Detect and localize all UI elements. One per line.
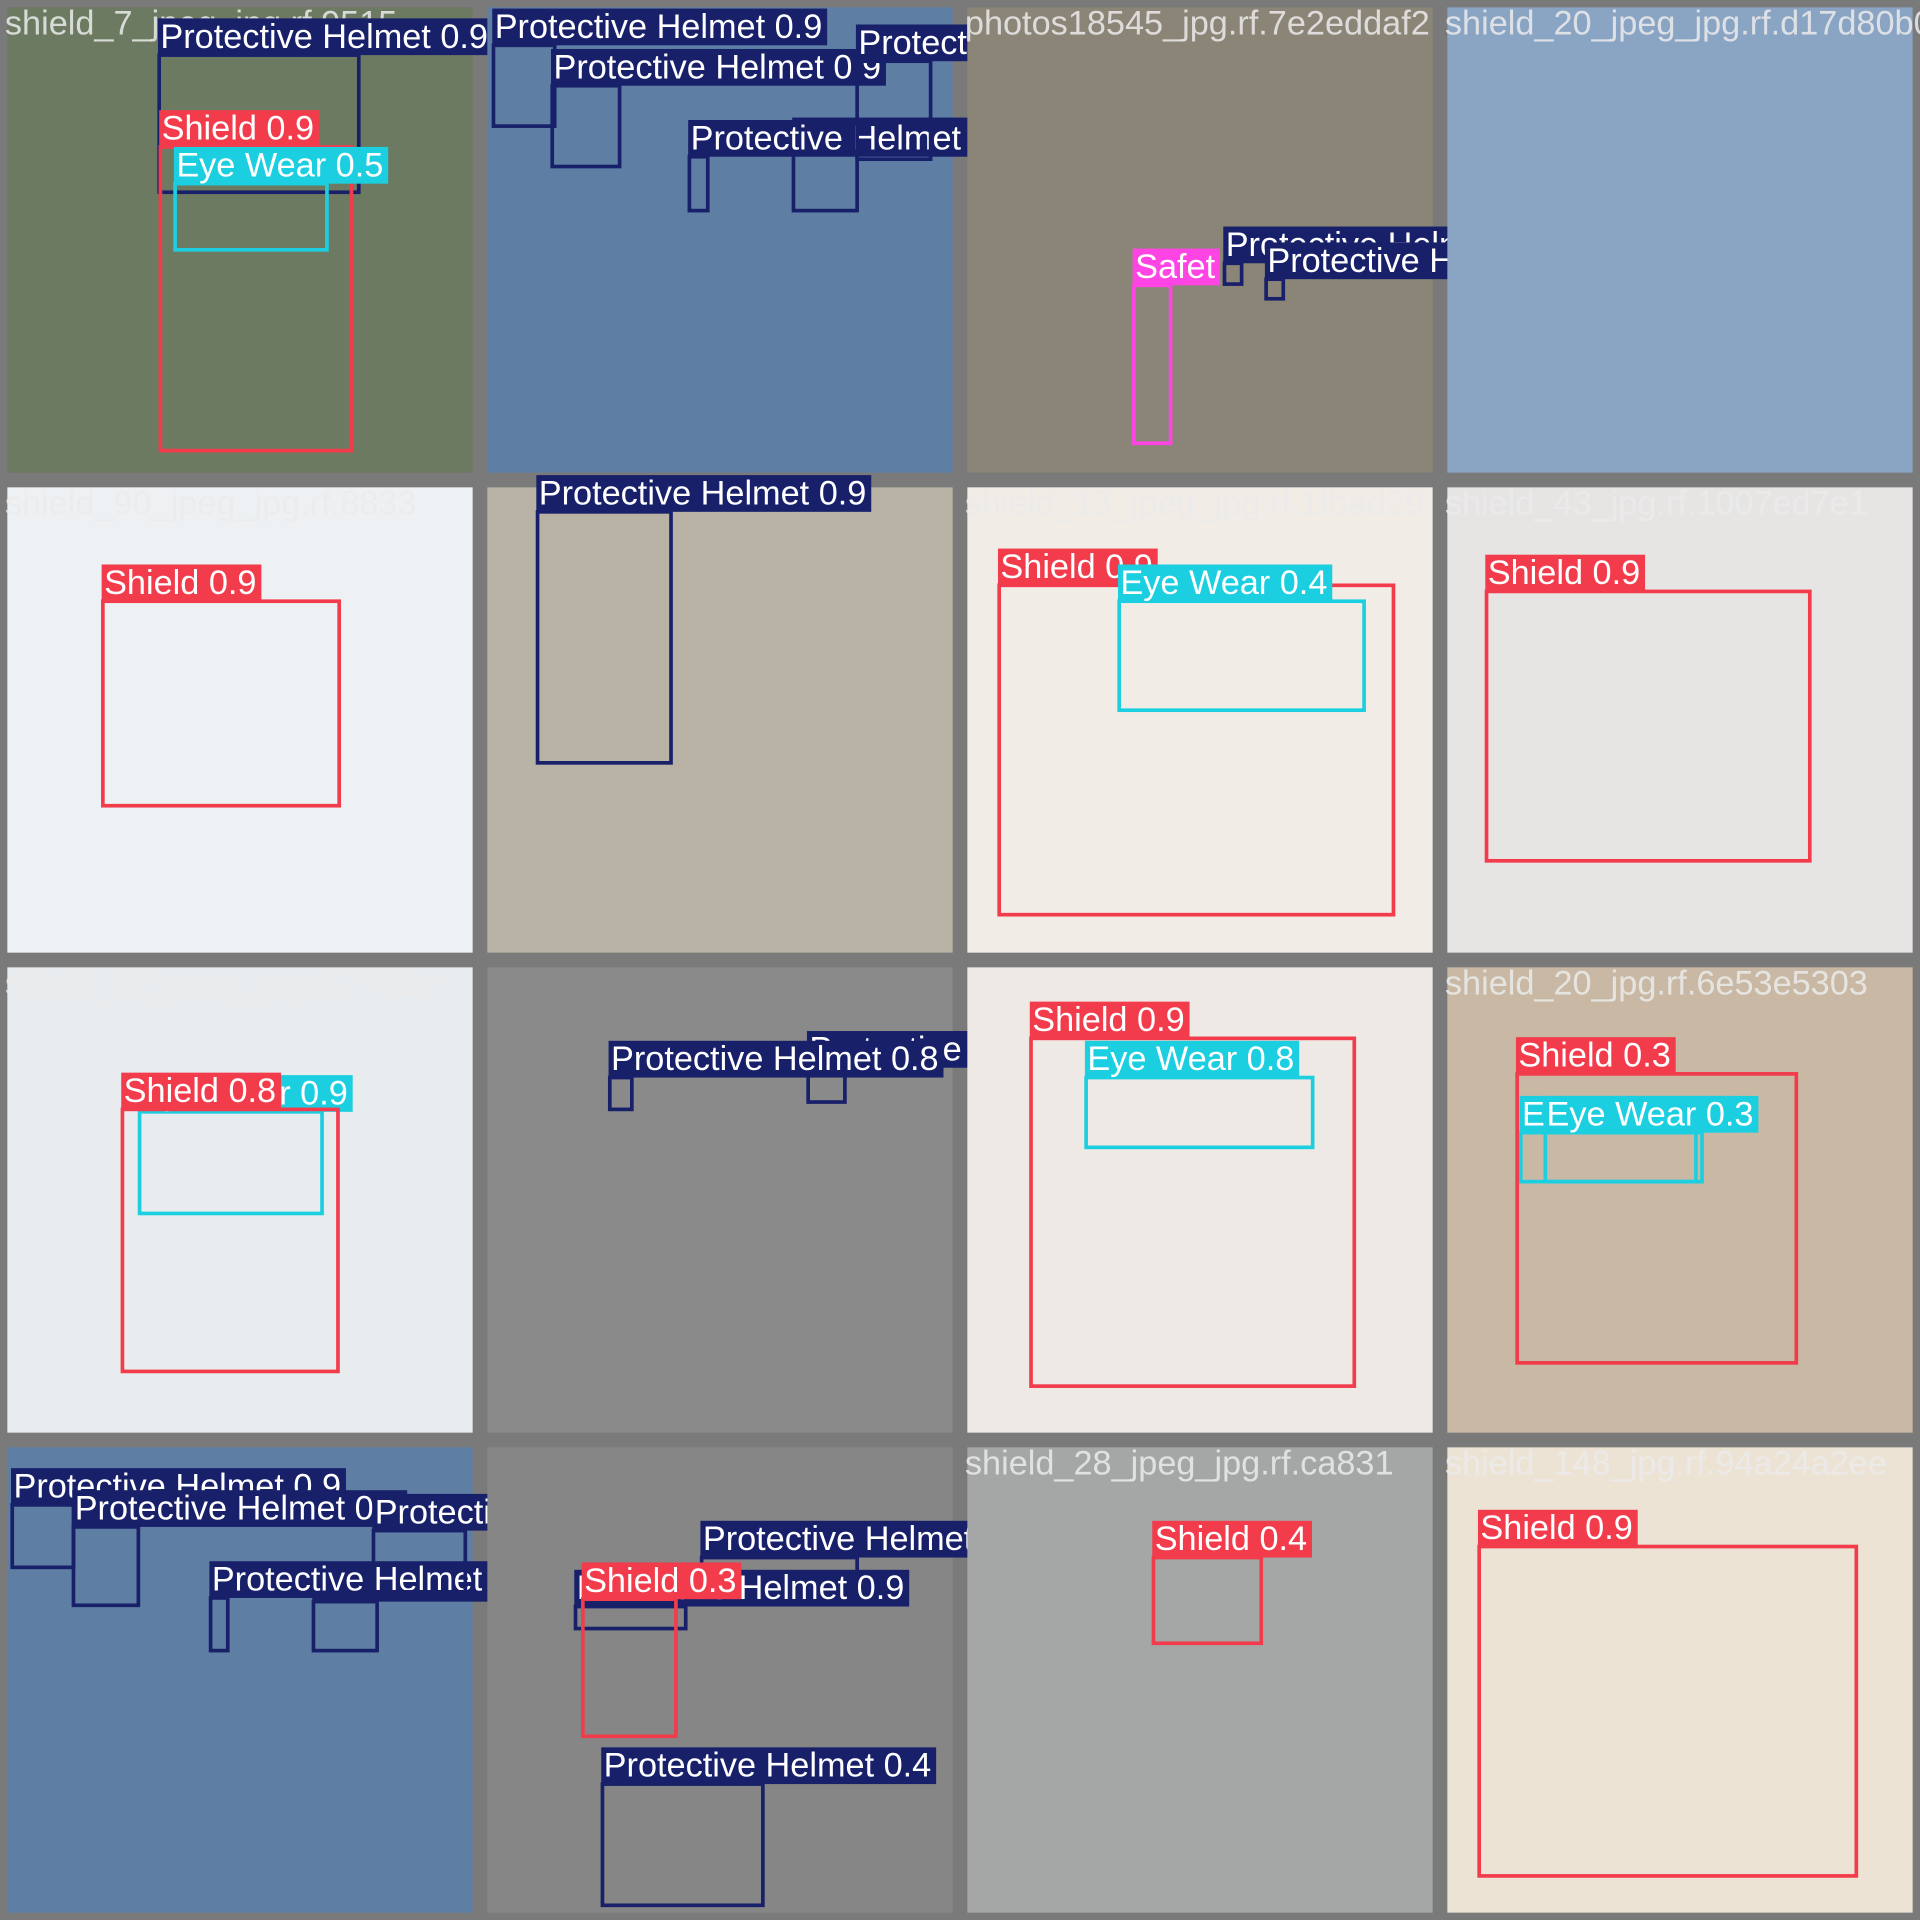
tile-filename: shield_20_jpeg_jpg.rf.d17d80b00b [1445,4,1920,42]
detection-label: Shield 0.9 [1480,1509,1632,1547]
detection-label: Protective Helmet 0.4 [604,1747,932,1785]
detection-label: Shield 0.9 [1488,554,1640,592]
detection-label: Protective Helmet 0.9 [160,18,488,56]
label-background [1117,564,1333,602]
detection-label: Shield 0.9 [104,564,256,602]
detection-box [1222,261,1244,286]
tile-image [7,967,473,1433]
label-background [101,564,262,602]
detection-label: Shield 0.9 [162,110,314,148]
tile-image [967,1447,1433,1913]
detection-label: Protective Helmet 0.9 [495,8,823,46]
label-background [159,110,319,147]
detection-label: Eye Wear 0.5 [176,146,383,184]
label-background [1132,248,1221,286]
label-background [581,1562,742,1600]
tile: shield_90_jpeg_jpg.rf.8833 Shield 0.9 [5,484,473,953]
tile-filename: shield_92_jpeg_jpg.rf.7702e [5,964,436,1002]
tile-filename: shield_13_jpeg_jpg.rf.1fbad29 [965,484,1424,522]
detection-box [1029,1036,1357,1388]
detection-box [1477,1544,1859,1878]
tile-image [487,1447,953,1913]
tile: shield_20_jpeg_jpg.rf.d17d80b00b [1445,4,1920,473]
detection-label: Eye Wear 0.8 [1087,1040,1294,1078]
detection-label: Protective Helmet 0.9 [553,48,881,86]
tile-image [1447,7,1913,473]
label-background [173,146,389,184]
tile-filename: photos18545_jpg.rf.7e2eddaf2 [965,4,1430,42]
detection-box [137,1110,324,1216]
label-background [1029,1001,1190,1039]
tile: shield_7_jpeg_jpg.rf.9515Protective Helm… [5,4,493,473]
tile-filename: shield_28_jpeg_jpg.rf.ca831 [965,1444,1394,1482]
tile-filename: shield_43_jpg.rf.1007ed7e1 [1445,484,1868,522]
tile-filename: shield_90_jpeg_jpg.rf.8833 [5,484,417,522]
tile: Protective Helmet 0.9 [487,474,953,953]
detection-label: Eye Wear 0.3 [1547,1095,1754,1133]
detection-label: Shield 0.3 [584,1562,736,1600]
label-background [1477,1509,1638,1547]
label-background [601,1747,937,1785]
detection-label: Safet [1135,248,1215,286]
tile: shield_20_jpg.rf.6e53e5303 Shield 0.3 Eye … [1445,964,1913,1433]
tile: shield_148_jpg.rf.94a24a2ee Shield 0.9 [1445,1444,1913,1913]
label-background [1485,554,1646,592]
label-background [121,1072,281,1110]
label-background [492,8,828,46]
tile-filename: shield_148_jpg.rf.94a24a2ee [1445,1444,1887,1482]
tile-image [487,487,953,953]
tile: shield_92_jpeg_jpg.rf.7702eEye Wear 0.9S… [5,964,473,1433]
label-background [1515,1037,1676,1074]
detection-label: Shield 0.9 [1032,1001,1184,1039]
tile: shield_28_jpeg_jpg.rf.ca831 Shield 0.4 [965,1444,1433,1913]
label-background [1544,1095,1759,1133]
tile-filename: shield_20_jpg.rf.6e53e5303 [1445,964,1868,1002]
detection-label: Shield 0.8 [124,1072,276,1110]
detection-label: Shield 0.3 [1518,1037,1670,1075]
label-background [551,48,886,86]
detection-label: Protective Helmet 0.9 [539,474,867,512]
label-background [72,1490,408,1527]
tile: shield_43_jpg.rf.1007ed7e1 Shield 0.9 [1445,484,1913,953]
tile-image [7,487,473,953]
detection-label: Protective Helmet 0.9 [75,1490,403,1528]
detection-label: Protective Helmet 0.4 [691,119,1019,157]
detection-label: Shield 0.4 [1155,1520,1307,1558]
label-background [1152,1520,1312,1558]
label-background [608,1040,944,1078]
label-background [536,475,872,512]
label-background [1084,1040,1300,1078]
detection-label: Protective Helmet 0.8 [611,1040,939,1078]
tile-image [7,7,473,473]
label-background [157,18,493,56]
detection-box [1484,589,1812,863]
detection-box [1264,277,1286,301]
detection-label: Eye Wear 0.4 [1120,564,1327,602]
